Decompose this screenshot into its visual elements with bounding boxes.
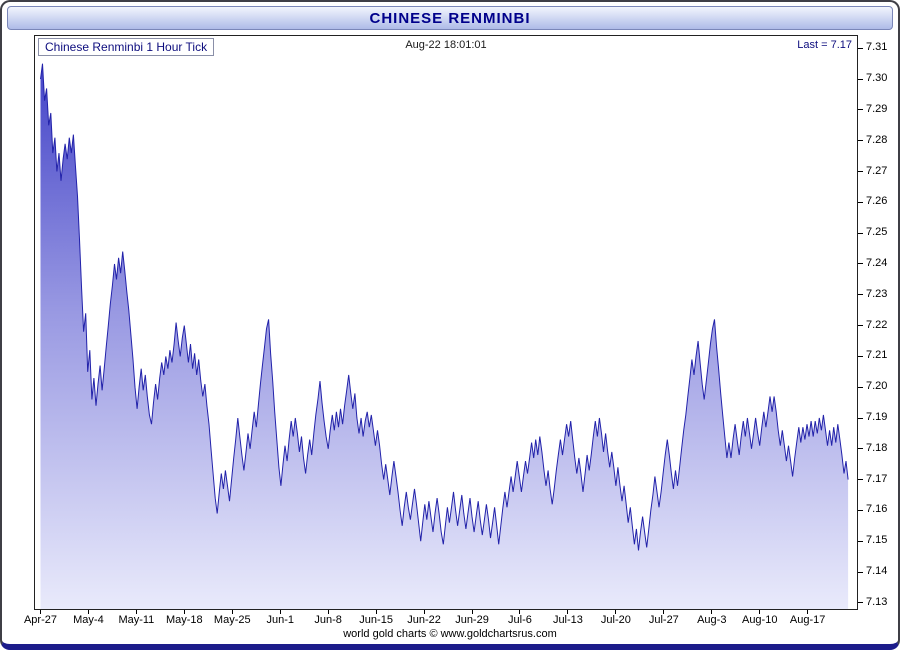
- y-axis-label: 7.14: [866, 565, 888, 578]
- x-axis-label: Jun-8: [314, 614, 342, 626]
- x-axis-label: Jul-6: [508, 614, 532, 626]
- footer-credit: world gold charts © www.goldchartsrus.co…: [343, 628, 557, 640]
- y-axis-label: 7.18: [866, 441, 888, 454]
- plot-area: Chinese Renminbi 1 Hour Tick Aug-22 18:0…: [34, 35, 858, 610]
- x-tick-mark: [183, 610, 185, 614]
- x-tick-mark: [423, 610, 425, 614]
- y-tick-mark: [858, 479, 863, 481]
- y-tick-mark: [858, 571, 863, 573]
- x-axis-label: May-18: [165, 614, 203, 626]
- x-tick-mark: [615, 610, 617, 614]
- x-axis-label: Aug-17: [789, 614, 826, 626]
- x-tick-mark: [375, 610, 377, 614]
- price-chart: [40, 63, 849, 609]
- x-tick-mark: [519, 610, 521, 614]
- x-tick-mark: [759, 610, 761, 614]
- x-axis-label: Jul-27: [648, 614, 679, 626]
- y-axis-label: 7.22: [866, 318, 888, 331]
- y-tick-mark: [858, 386, 863, 388]
- x-tick-mark: [135, 610, 137, 614]
- y-tick-mark: [858, 140, 863, 142]
- y-axis-label: 7.28: [866, 133, 888, 146]
- y-tick-mark: [858, 540, 863, 542]
- x-axis-label: Jul-13: [552, 614, 583, 626]
- area-fill: [40, 63, 849, 609]
- y-tick-mark: [858, 417, 863, 419]
- x-axis-label: Jun-15: [359, 614, 393, 626]
- x-axis-label: May-25: [213, 614, 251, 626]
- y-axis-label: 7.23: [866, 287, 888, 300]
- x-tick-mark: [231, 610, 233, 614]
- y-tick-mark: [858, 509, 863, 511]
- price-line: [40, 63, 849, 551]
- x-tick-mark: [471, 610, 473, 614]
- x-tick-mark: [567, 610, 569, 614]
- timestamp: Aug-22 18:01:01: [405, 39, 487, 51]
- y-axis-label: 7.21: [866, 349, 888, 362]
- y-tick-mark: [858, 171, 863, 173]
- y-axis-label: 7.24: [866, 256, 888, 269]
- x-tick-mark: [327, 610, 329, 614]
- y-axis-label: 7.13: [866, 595, 888, 608]
- y-axis-label: 7.19: [866, 411, 888, 423]
- x-axis-label: May-4: [73, 614, 104, 626]
- x-axis-label: Jun-1: [266, 614, 294, 626]
- x-tick-mark: [711, 610, 713, 614]
- x-tick-mark: [87, 610, 89, 614]
- y-tick-mark: [858, 448, 863, 450]
- x-axis-label: Aug-3: [697, 614, 727, 626]
- series-label: Chinese Renminbi 1 Hour Tick: [38, 38, 215, 56]
- y-axis-label: 7.20: [866, 380, 888, 393]
- y-tick-mark: [858, 47, 863, 49]
- y-axis-label: 7.16: [866, 503, 888, 516]
- x-axis-label: Apr-27: [23, 614, 57, 626]
- y-axis-label: 7.31: [866, 41, 888, 54]
- last-value: Last = 7.17: [797, 39, 852, 51]
- x-axis-label: Aug-10: [741, 614, 778, 626]
- y-axis-label: 7.26: [866, 195, 888, 208]
- x-tick-mark: [663, 610, 665, 614]
- y-tick-mark: [858, 325, 863, 327]
- window-title: CHINESE RENMINBI: [369, 9, 531, 27]
- y-tick-mark: [858, 355, 863, 357]
- x-axis-label: Jun-29: [455, 614, 489, 626]
- y-axis-label: 7.15: [866, 534, 888, 547]
- y-tick-mark: [858, 201, 863, 203]
- y-axis-label: 7.25: [866, 226, 888, 239]
- x-tick-mark: [807, 610, 809, 614]
- y-tick-mark: [858, 232, 863, 234]
- y-axis-label: 7.29: [866, 102, 888, 115]
- x-tick-mark: [279, 610, 281, 614]
- y-axis-label: 7.27: [866, 164, 888, 177]
- y-axis-label: 7.17: [866, 472, 888, 485]
- x-axis-label: May-11: [118, 614, 155, 626]
- y-tick-mark: [858, 602, 863, 604]
- y-tick-mark: [858, 294, 863, 296]
- x-axis-label: Jun-22: [407, 614, 441, 626]
- title-bar: CHINESE RENMINBI: [7, 6, 893, 30]
- y-axis-label: 7.30: [866, 72, 888, 85]
- y-tick-mark: [858, 263, 863, 265]
- y-tick-mark: [858, 109, 863, 111]
- y-tick-mark: [858, 78, 863, 80]
- x-axis-label: Jul-20: [600, 614, 631, 626]
- x-tick-mark: [39, 610, 41, 614]
